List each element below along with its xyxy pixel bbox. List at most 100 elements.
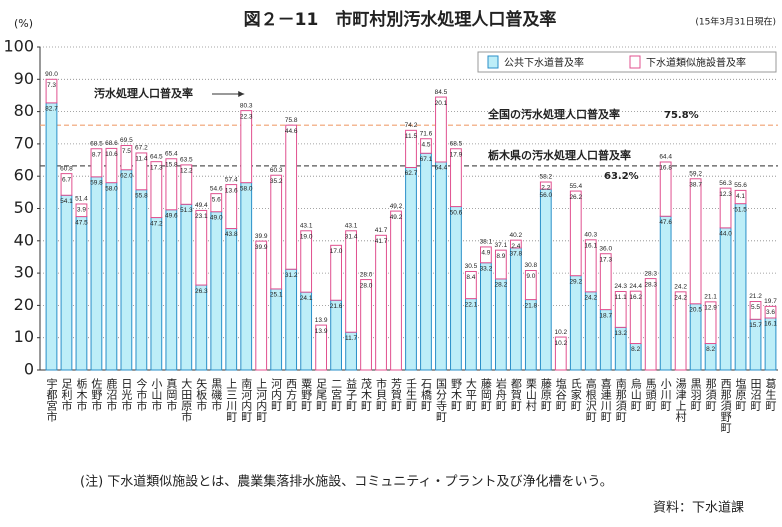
value-label: 28.0 [360, 282, 373, 289]
x-tick-label: 塩原町 [734, 377, 747, 411]
value-label: 31.2 [285, 272, 298, 279]
value-label: 4.5 [421, 141, 430, 148]
total-label: 68.6 [105, 140, 118, 147]
legend-label: 公共下水道普及率 [504, 56, 584, 69]
value-label: 12.2 [180, 168, 193, 175]
bar-segment [345, 230, 357, 333]
bar-segment [360, 279, 372, 371]
y-tick-label: 10 [14, 327, 34, 346]
x-tick-label: 黒羽町 [689, 378, 702, 411]
value-label: 7.5 [122, 148, 131, 155]
bar-segment [90, 176, 103, 371]
bar-segment [150, 217, 163, 371]
value-label: 39.9 [255, 244, 268, 251]
value-label: 12.3 [719, 191, 732, 198]
value-label: 24.2 [584, 295, 597, 302]
x-tick-label: 芳賀町 [390, 377, 403, 411]
x-tick-label: 鹿沼市 [105, 377, 118, 412]
total-label: 75.8 [285, 117, 298, 124]
value-label: 11.1 [615, 294, 628, 301]
total-label: 49.2 [390, 203, 403, 210]
value-label: 41.7 [375, 238, 388, 245]
x-tick-label: 二宮町 [330, 378, 343, 411]
x-tick-label: 大田原市 [180, 377, 193, 423]
value-label: 9.0 [526, 273, 535, 280]
total-label: 60.8 [60, 165, 73, 172]
x-tick-label: 塩谷町 [554, 377, 567, 411]
bar-segment [105, 147, 118, 184]
value-label: 51.3 [180, 207, 193, 214]
value-label: 19.0 [300, 234, 313, 241]
bar-segment [704, 301, 717, 345]
value-label: 8.2 [631, 346, 640, 353]
total-label: 24.4 [629, 283, 642, 290]
bar-segment [764, 305, 777, 319]
bar-segment [435, 96, 447, 163]
value-label: 49.0 [210, 214, 223, 221]
x-tick-label: 宇都宮市 [45, 378, 58, 423]
value-label: 47.2 [150, 220, 163, 227]
value-label: 10.2 [554, 340, 567, 347]
x-tick-label: 馬頭町 [644, 378, 657, 411]
total-label: 49.4 [195, 202, 208, 209]
total-label: 41.7 [375, 227, 388, 234]
value-label: 29.2 [569, 278, 582, 285]
legend-swatch [487, 55, 499, 69]
x-tick-label: 栃木市 [75, 377, 88, 412]
value-label: 55.8 [135, 192, 148, 199]
total-label: 84.5 [435, 89, 448, 96]
total-label: 54.6 [210, 185, 223, 192]
reference-value: 75.8% [664, 110, 699, 121]
total-label: 74.2 [405, 122, 418, 129]
value-label: 35.2 [270, 178, 283, 185]
value-label: 11.5 [405, 133, 418, 140]
bar-segment [300, 230, 313, 293]
value-label: 5.6 [212, 196, 221, 203]
value-label: 17.9 [450, 151, 463, 158]
x-tick-label: 足利市 [60, 378, 73, 412]
value-label: 17.3 [599, 256, 612, 263]
x-tick-label: 南那須町 [614, 378, 627, 422]
bar-segment [60, 173, 73, 196]
bar-segment [644, 278, 657, 371]
bar-segment [420, 138, 432, 154]
bar-segment [195, 284, 208, 371]
bar-segment [225, 228, 238, 371]
bar-segment [240, 182, 253, 371]
x-tick-label: 上三川町 [225, 378, 238, 422]
x-tick-label: 西那須野町 [719, 378, 732, 433]
bar-segment [659, 215, 672, 371]
value-label: 20.1 [435, 100, 448, 107]
value-label: 47.6 [659, 219, 672, 226]
bar-segment [315, 324, 328, 371]
y-tick-label: 70 [14, 133, 34, 152]
value-label: 43.8 [225, 231, 238, 238]
bar-segment [165, 209, 178, 371]
bar-segment [240, 110, 253, 184]
bar-segment [584, 291, 597, 371]
total-label: 24.2 [674, 284, 687, 291]
bar-segment [60, 194, 73, 371]
bar-segment [150, 161, 163, 219]
x-tick-label: 喜連川町 [599, 378, 612, 422]
value-label: 3.6 [766, 309, 775, 316]
bar-segment [75, 216, 88, 371]
legend-box [477, 51, 777, 73]
bar-segment [524, 299, 537, 371]
total-label: 30.8 [525, 262, 538, 269]
y-tick-label: 90 [14, 69, 34, 88]
value-label: 24.2 [674, 295, 687, 302]
bar-segment [120, 145, 133, 171]
legend-swatch [629, 55, 641, 69]
bar-segment [614, 291, 627, 328]
value-label: 31.4 [345, 234, 358, 241]
x-tick-label: 壬生町 [405, 378, 418, 411]
bar-segment [120, 169, 133, 371]
x-tick-label: 今市市 [135, 377, 148, 412]
value-label: 82.7 [45, 106, 58, 113]
total-label: 19.7 [764, 298, 777, 305]
value-label: 8.2 [706, 346, 715, 353]
value-label: 4.1 [736, 193, 745, 200]
legend-label: 下水道類似施設普及率 [646, 56, 746, 69]
